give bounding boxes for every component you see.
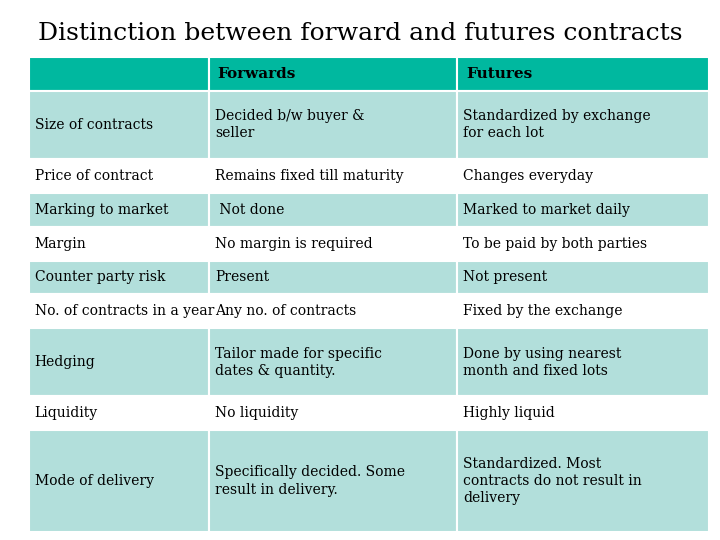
Text: Distinction between forward and futures contracts: Distinction between forward and futures … — [37, 22, 683, 45]
Text: Fixed by the exchange: Fixed by the exchange — [463, 305, 623, 319]
Text: Liquidity: Liquidity — [35, 406, 98, 420]
Bar — [457, 260, 709, 294]
Bar — [29, 328, 209, 396]
Text: Not present: Not present — [463, 271, 547, 285]
Bar — [457, 57, 709, 91]
Text: To be paid by both parties: To be paid by both parties — [463, 237, 647, 251]
Text: Marked to market daily: Marked to market daily — [463, 202, 630, 217]
Text: Decided b/w buyer &
seller: Decided b/w buyer & seller — [215, 109, 364, 140]
Bar — [29, 91, 209, 159]
Bar — [29, 57, 209, 91]
Bar — [29, 396, 209, 430]
Bar — [209, 193, 457, 227]
Text: Changes everyday: Changes everyday — [463, 168, 593, 183]
Bar — [457, 193, 709, 227]
Text: Margin: Margin — [35, 237, 86, 251]
Bar — [209, 294, 457, 328]
Text: Futures: Futures — [466, 67, 532, 81]
Text: Standardized by exchange
for each lot: Standardized by exchange for each lot — [463, 109, 651, 140]
Text: No liquidity: No liquidity — [215, 406, 298, 420]
Text: Remains fixed till maturity: Remains fixed till maturity — [215, 168, 403, 183]
Text: Counter party risk: Counter party risk — [35, 271, 165, 285]
Text: No margin is required: No margin is required — [215, 237, 372, 251]
Bar — [29, 193, 209, 227]
Bar — [209, 227, 457, 260]
Text: Done by using nearest
month and fixed lots: Done by using nearest month and fixed lo… — [463, 347, 621, 378]
Bar — [209, 91, 457, 159]
Bar — [457, 328, 709, 396]
Text: Forwards: Forwards — [217, 67, 296, 81]
Text: Not done: Not done — [215, 202, 284, 217]
Bar — [457, 294, 709, 328]
Bar — [209, 328, 457, 396]
Bar — [29, 294, 209, 328]
Text: Standardized. Most
contracts do not result in
delivery: Standardized. Most contracts do not resu… — [463, 457, 642, 505]
Text: Tailor made for specific
dates & quantity.: Tailor made for specific dates & quantit… — [215, 347, 382, 378]
Bar — [29, 260, 209, 294]
Text: Size of contracts: Size of contracts — [35, 118, 153, 132]
Bar — [457, 227, 709, 260]
Bar — [209, 430, 457, 532]
Text: Price of contract: Price of contract — [35, 168, 153, 183]
Bar — [209, 396, 457, 430]
Bar — [29, 430, 209, 532]
Bar — [457, 396, 709, 430]
Bar — [457, 91, 709, 159]
Bar — [457, 159, 709, 193]
Text: Marking to market: Marking to market — [35, 202, 168, 217]
Bar — [209, 260, 457, 294]
Text: Highly liquid: Highly liquid — [463, 406, 555, 420]
Text: Present: Present — [215, 271, 269, 285]
Text: Hedging: Hedging — [35, 355, 95, 369]
Text: Specifically decided. Some
result in delivery.: Specifically decided. Some result in del… — [215, 465, 405, 497]
Bar — [29, 227, 209, 260]
Bar — [29, 159, 209, 193]
Bar — [209, 57, 457, 91]
Text: No. of contracts in a year: No. of contracts in a year — [35, 305, 214, 319]
Text: Mode of delivery: Mode of delivery — [35, 474, 153, 488]
Text: Any no. of contracts: Any no. of contracts — [215, 305, 356, 319]
Bar — [209, 159, 457, 193]
Bar — [457, 430, 709, 532]
